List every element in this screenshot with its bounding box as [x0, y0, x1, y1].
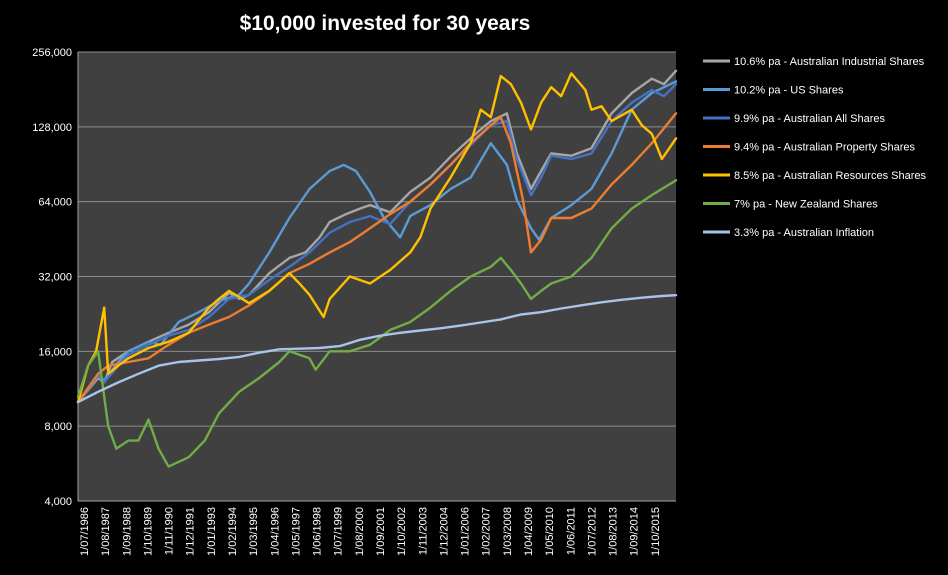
legend-label: 7% pa - New Zealand Shares	[734, 199, 878, 211]
chart-title: $10,000 invested for 30 years	[239, 12, 531, 35]
series-line	[76, 69, 678, 404]
legend-label: 3.3% pa - Australian Inflation	[734, 227, 874, 239]
y-tick-label: 16,000	[38, 346, 72, 358]
x-tick-label: 1/11/1990	[164, 507, 176, 555]
x-tick-label: 1/08/1987	[100, 507, 112, 556]
y-tick-label: 32,000	[38, 272, 72, 284]
x-axis-ticks: 1/07/1986 1/08/1987 1/09/1988 1/10/1989 1/11…	[79, 507, 662, 556]
x-tick-label: 1/09/2001	[375, 507, 387, 556]
x-tick-label: 1/04/2009	[523, 507, 535, 556]
series-line	[76, 112, 678, 404]
x-tick-label: 1/07/1999	[333, 507, 345, 556]
series-lines	[76, 69, 678, 468]
x-tick-label: 1/10/2002	[396, 507, 408, 556]
x-tick-label: 1/03/1995	[248, 507, 260, 556]
y-tick-label: 4,000	[44, 496, 72, 508]
x-tick-label: 1/02/2007	[481, 507, 493, 556]
x-tick-label: 1/04/1996	[269, 507, 281, 556]
legend-label: 10.6% pa - Australian Industrial Shares	[734, 56, 925, 68]
y-tick-label: 256,000	[32, 47, 72, 59]
x-tick-label: 1/09/1988	[121, 507, 133, 556]
legend-label: 8.5% pa - Australian Resources Shares	[734, 170, 926, 182]
x-tick-label: 1/02/1994	[227, 507, 239, 556]
legend-label: 10.2% pa - US Shares	[734, 85, 844, 97]
series-line	[76, 294, 678, 404]
series-line	[76, 179, 678, 468]
x-tick-label: 1/05/1997	[290, 507, 302, 556]
x-tick-label: 1/08/2000	[354, 507, 366, 556]
x-tick-label: 1/06/1998	[312, 507, 324, 556]
x-tick-label: 1/07/1986	[79, 507, 91, 556]
y-axis-ticks: 4,000 8,000 16,000 32,000 64,000 128,000 256,0…	[32, 47, 72, 508]
x-tick-label: 1/12/1991	[185, 507, 197, 556]
x-tick-label: 1/07/2012	[586, 507, 598, 556]
series-line	[76, 72, 678, 404]
x-tick-label: 1/10/1989	[142, 507, 154, 556]
legend-label: 9.4% pa - Australian Property Shares	[734, 142, 915, 154]
x-tick-label: 1/01/1993	[206, 507, 218, 556]
x-tick-label: 1/11/2003	[417, 507, 429, 555]
x-tick-label: 1/05/2010	[544, 507, 556, 556]
series-line	[76, 83, 678, 404]
x-tick-label: 1/01/2006	[460, 507, 472, 556]
x-tick-label: 1/12/2004	[438, 507, 450, 556]
x-tick-label: 1/03/2008	[502, 507, 514, 556]
y-tick-label: 8,000	[44, 421, 72, 433]
y-tick-label: 128,000	[32, 122, 72, 134]
x-tick-label: 1/06/2011	[565, 507, 577, 555]
legend-label: 9.9% pa - Australian All Shares	[734, 113, 886, 125]
y-tick-label: 64,000	[38, 197, 72, 209]
x-tick-label: 1/10/2015	[650, 507, 662, 556]
gridlines	[77, 51, 676, 502]
x-tick-label: 1/08/2013	[608, 507, 620, 556]
x-tick-label: 1/09/2014	[629, 507, 641, 556]
legend: 10.6% pa - Australian Industrial Shares 1…	[703, 56, 926, 239]
